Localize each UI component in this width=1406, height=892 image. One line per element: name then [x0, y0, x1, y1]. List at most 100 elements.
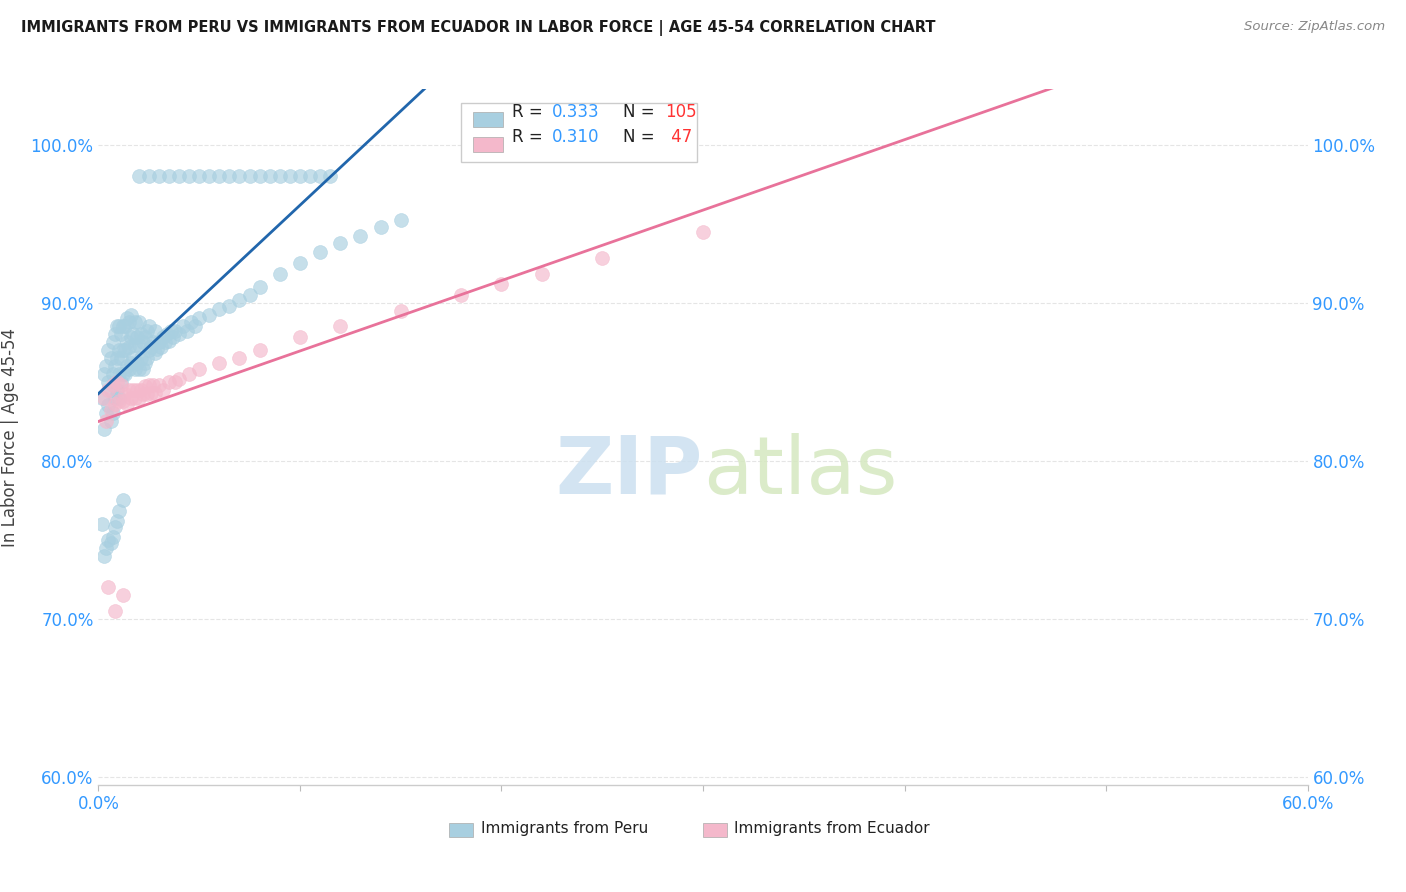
- Point: [142, 335, 165, 350]
- Point: [160, 324, 183, 338]
- Y-axis label: In Labor Force | Age 45-54: In Labor Force | Age 45-54: [1, 327, 20, 547]
- Point: [132, 335, 155, 350]
- Point: [132, 387, 155, 401]
- Point: [179, 367, 201, 381]
- Point: [269, 267, 291, 281]
- Point: [107, 393, 129, 408]
- Point: [259, 169, 281, 183]
- Point: [329, 319, 352, 334]
- Point: [188, 362, 211, 376]
- Point: [91, 516, 114, 531]
- Point: [128, 338, 150, 352]
- Point: [107, 367, 129, 381]
- Point: [134, 330, 156, 344]
- Point: [228, 293, 250, 307]
- Point: [100, 403, 122, 417]
- Point: [111, 319, 134, 334]
- Point: [134, 379, 156, 393]
- Point: [218, 299, 240, 313]
- Bar: [474, 136, 503, 152]
- Point: [591, 252, 613, 266]
- Point: [115, 311, 138, 326]
- Point: [129, 351, 152, 365]
- Point: [114, 367, 136, 381]
- Point: [129, 327, 152, 342]
- Point: [530, 267, 553, 281]
- Point: [309, 169, 332, 183]
- Point: [97, 383, 120, 397]
- Point: [110, 375, 132, 389]
- Point: [100, 383, 122, 397]
- Point: [103, 397, 125, 411]
- Point: [176, 324, 198, 338]
- Point: [143, 346, 166, 360]
- Point: [124, 391, 146, 405]
- Point: [100, 351, 122, 365]
- Point: [114, 387, 136, 401]
- Text: N =: N =: [623, 103, 655, 121]
- Point: [149, 340, 172, 354]
- Point: [370, 219, 392, 234]
- Point: [100, 536, 122, 550]
- Point: [111, 367, 134, 381]
- Point: [103, 327, 125, 342]
- Point: [93, 422, 115, 436]
- Point: [198, 308, 221, 322]
- Point: [163, 375, 186, 389]
- Point: [120, 308, 142, 322]
- Point: [107, 343, 129, 357]
- Point: [692, 225, 714, 239]
- Text: 105: 105: [665, 103, 697, 121]
- Text: atlas: atlas: [703, 433, 897, 511]
- Point: [124, 315, 146, 329]
- Point: [103, 604, 125, 618]
- Point: [153, 335, 176, 350]
- Point: [96, 359, 118, 373]
- Point: [115, 359, 138, 373]
- Point: [121, 327, 143, 342]
- Point: [118, 315, 141, 329]
- Point: [249, 169, 271, 183]
- Point: [389, 213, 412, 227]
- Point: [115, 397, 138, 411]
- Point: [148, 377, 170, 392]
- Point: [101, 335, 124, 350]
- Point: [389, 303, 412, 318]
- Point: [110, 351, 132, 365]
- Point: [121, 351, 143, 365]
- Point: [103, 359, 125, 373]
- Point: [138, 377, 160, 392]
- Point: [91, 391, 114, 405]
- Point: [288, 169, 311, 183]
- Point: [105, 375, 128, 389]
- Point: [101, 406, 124, 420]
- Point: [148, 335, 170, 350]
- Point: [111, 343, 134, 357]
- Point: [110, 327, 132, 342]
- Point: [188, 311, 211, 326]
- Point: [157, 334, 180, 348]
- Point: [269, 169, 291, 183]
- Point: [208, 169, 231, 183]
- Bar: [461, 103, 697, 162]
- Point: [157, 375, 180, 389]
- Point: [239, 287, 262, 301]
- Point: [100, 414, 122, 428]
- Point: [143, 385, 166, 400]
- Point: [156, 327, 179, 342]
- Point: [167, 169, 190, 183]
- Point: [103, 520, 125, 534]
- Point: [139, 340, 162, 354]
- Point: [172, 319, 194, 334]
- Point: [450, 287, 472, 301]
- Text: ZIP: ZIP: [555, 433, 703, 511]
- Point: [124, 362, 146, 376]
- Point: [97, 580, 120, 594]
- Point: [143, 324, 166, 338]
- Point: [121, 383, 143, 397]
- Point: [288, 256, 311, 270]
- Point: [101, 530, 124, 544]
- Point: [107, 504, 129, 518]
- Point: [138, 343, 160, 357]
- Point: [135, 324, 157, 338]
